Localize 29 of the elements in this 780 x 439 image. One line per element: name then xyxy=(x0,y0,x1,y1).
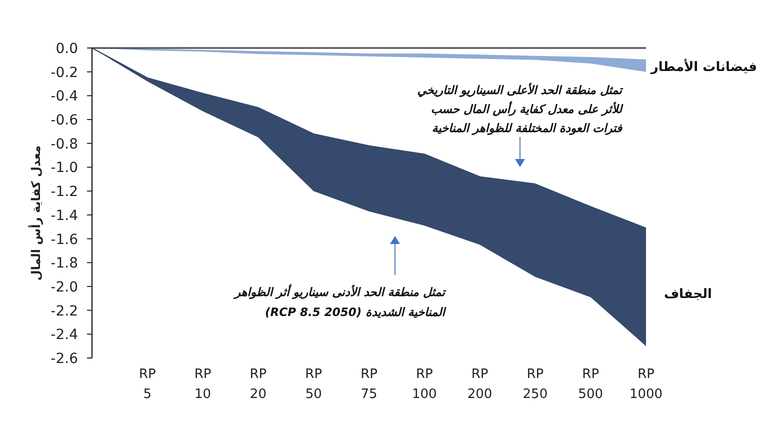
x-tick-label: RP 500 xyxy=(578,367,604,402)
annotation: تمثل منطقة الحد الأعلى السيناريو التاريخي للأثر على معدل كفاية رأس المال حسب فترات العودة المختلفة للظواهر المناخية xyxy=(417,82,624,136)
y-tick-label: -1.8 xyxy=(50,256,78,272)
y-tick-label: -0.6 xyxy=(50,112,78,129)
x-tick-label: RP 10 xyxy=(194,367,212,402)
y-tick-label: -2.0 xyxy=(50,279,78,296)
x-tick-label: RP 1000 xyxy=(629,367,663,402)
y-tick-label: -1.2 xyxy=(50,184,78,200)
annotation: تمثل منطقة الحد الأدنى سيناريو أثر الظواهر المناخية الشديدة (RCP 8.5 2050) xyxy=(232,284,447,319)
x-tick-label: RP 100 xyxy=(412,367,437,402)
x-tick-label: RP 75 xyxy=(360,367,378,402)
y-tick-label: -2.6 xyxy=(50,351,78,367)
y-tick-label: -1.6 xyxy=(50,232,78,248)
series-label: فيضانات الأمطار xyxy=(650,58,757,75)
y-tick-label: -0.8 xyxy=(50,136,78,152)
x-tick-label: RP 5 xyxy=(138,367,156,402)
x-tick-label: RP 200 xyxy=(467,367,492,402)
x-tick-label: RP 50 xyxy=(305,367,322,402)
y-tick-label: 0.0 xyxy=(56,41,78,57)
x-tick-label: RP 20 xyxy=(250,367,267,402)
y-axis-title: معدل كفاية رأس المال xyxy=(28,145,43,281)
y-tick-label: -0.4 xyxy=(50,88,78,105)
text: الجفاف xyxy=(664,287,712,302)
y-tick-label: -2.4 xyxy=(50,327,78,344)
x-tick-label: RP 250 xyxy=(522,367,548,402)
y-tick-label: -0.2 xyxy=(50,64,78,81)
y-tick-label: -1.4 xyxy=(50,208,78,224)
y-tick-label: -1.0 xyxy=(50,160,78,176)
y-tick-label: -2.2 xyxy=(50,303,78,320)
